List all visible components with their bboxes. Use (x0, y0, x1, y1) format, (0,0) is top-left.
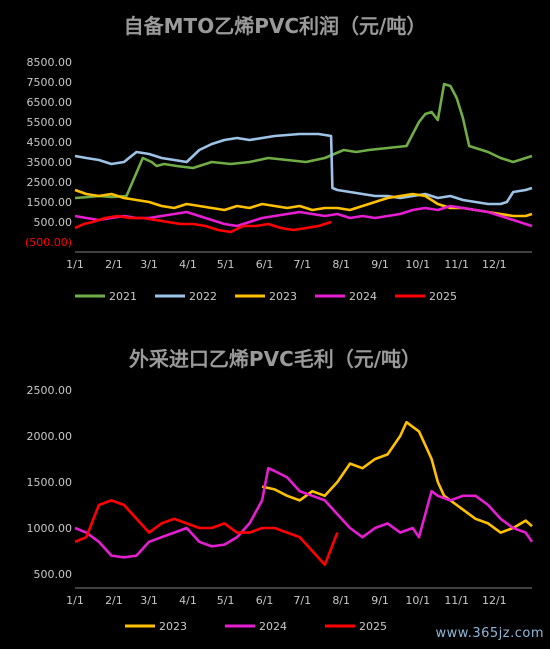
legend-label-2024: 2024 (259, 620, 287, 633)
series-line-2025 (74, 499, 339, 567)
x-tick-label: 12/1 (482, 594, 507, 607)
chart2-title: 外采进口乙烯PVC毛利（元/吨） (128, 347, 422, 371)
series-line-2021 (74, 82, 533, 200)
y-tick-label: 5500.00 (27, 116, 73, 129)
x-tick-label: 3/1 (140, 258, 158, 271)
x-tick-label: 9/1 (371, 258, 389, 271)
x-tick-label: 3/1 (140, 594, 158, 607)
y-tick-label: 3500.00 (27, 156, 73, 169)
chart1-plot: 8500.00 7500.00 6500.00 5500.00 4500.00 3500.… (25, 56, 533, 303)
y-tick-label: 2500.00 (27, 384, 73, 397)
x-tick-label: 10/1 (405, 258, 430, 271)
series-line-2024 (74, 204, 533, 228)
x-tick-label: 6/1 (256, 258, 274, 271)
series-line-2024 (74, 466, 534, 559)
y-tick-label: 1500.00 (27, 196, 73, 209)
legend-label-2023: 2023 (269, 290, 297, 303)
series-line-2023 (261, 420, 533, 534)
x-tick-label: 5/1 (217, 594, 235, 607)
y-tick-label: 500.00 (34, 216, 73, 229)
y-tick-label: 6500.00 (27, 96, 73, 109)
x-tick-label: 1/1 (66, 258, 84, 271)
legend-label-2023: 2023 (159, 620, 187, 633)
legend-label-2024: 2024 (349, 290, 377, 303)
x-tick-label: 1/1 (66, 594, 84, 607)
chart2-plot: 2500.00 2000.00 1500.00 1000.00 500.00 1/1 2/1… (27, 384, 534, 633)
legend-label-2025: 2025 (429, 290, 457, 303)
series-line-2025 (74, 214, 332, 234)
y-tick-label: 7500.00 (27, 76, 73, 89)
y-tick-label: 2000.00 (27, 430, 73, 443)
y-tick-label: 500.00 (34, 568, 73, 581)
x-tick-label: 4/1 (179, 258, 197, 271)
x-tick-label: 5/1 (217, 258, 235, 271)
x-tick-label: 2/1 (105, 258, 123, 271)
x-tick-label: 9/1 (371, 594, 389, 607)
y-tick-label: 2500.00 (27, 176, 73, 189)
x-tick-label: 7/1 (293, 258, 311, 271)
x-tick-label: 8/1 (332, 594, 350, 607)
x-tick-label: 11/1 (444, 594, 469, 607)
x-tick-label: 11/1 (444, 258, 469, 271)
legend-label-2022: 2022 (189, 290, 217, 303)
x-tick-label: 4/1 (179, 594, 197, 607)
x-tick-label: 10/1 (405, 594, 430, 607)
y-tick-label: 1000.00 (27, 522, 73, 535)
x-tick-label: 2/1 (105, 594, 123, 607)
x-tick-label: 6/1 (256, 594, 274, 607)
y-tick-label: 8500.00 (27, 56, 73, 69)
watermark: www.365jz.com (435, 626, 544, 641)
legend-label-2025: 2025 (359, 620, 387, 633)
x-tick-label: 8/1 (332, 258, 350, 271)
chart1-title: 自备MTO乙烯PVC利润（元/吨） (123, 14, 427, 38)
y-tick-label: (500.00) (25, 236, 72, 249)
x-tick-label: 7/1 (293, 594, 311, 607)
series-line-2022 (74, 132, 533, 206)
legend-label-2021: 2021 (109, 290, 137, 303)
y-tick-label: 1500.00 (27, 476, 73, 489)
y-tick-label: 4500.00 (27, 136, 73, 149)
x-tick-label: 12/1 (482, 258, 507, 271)
